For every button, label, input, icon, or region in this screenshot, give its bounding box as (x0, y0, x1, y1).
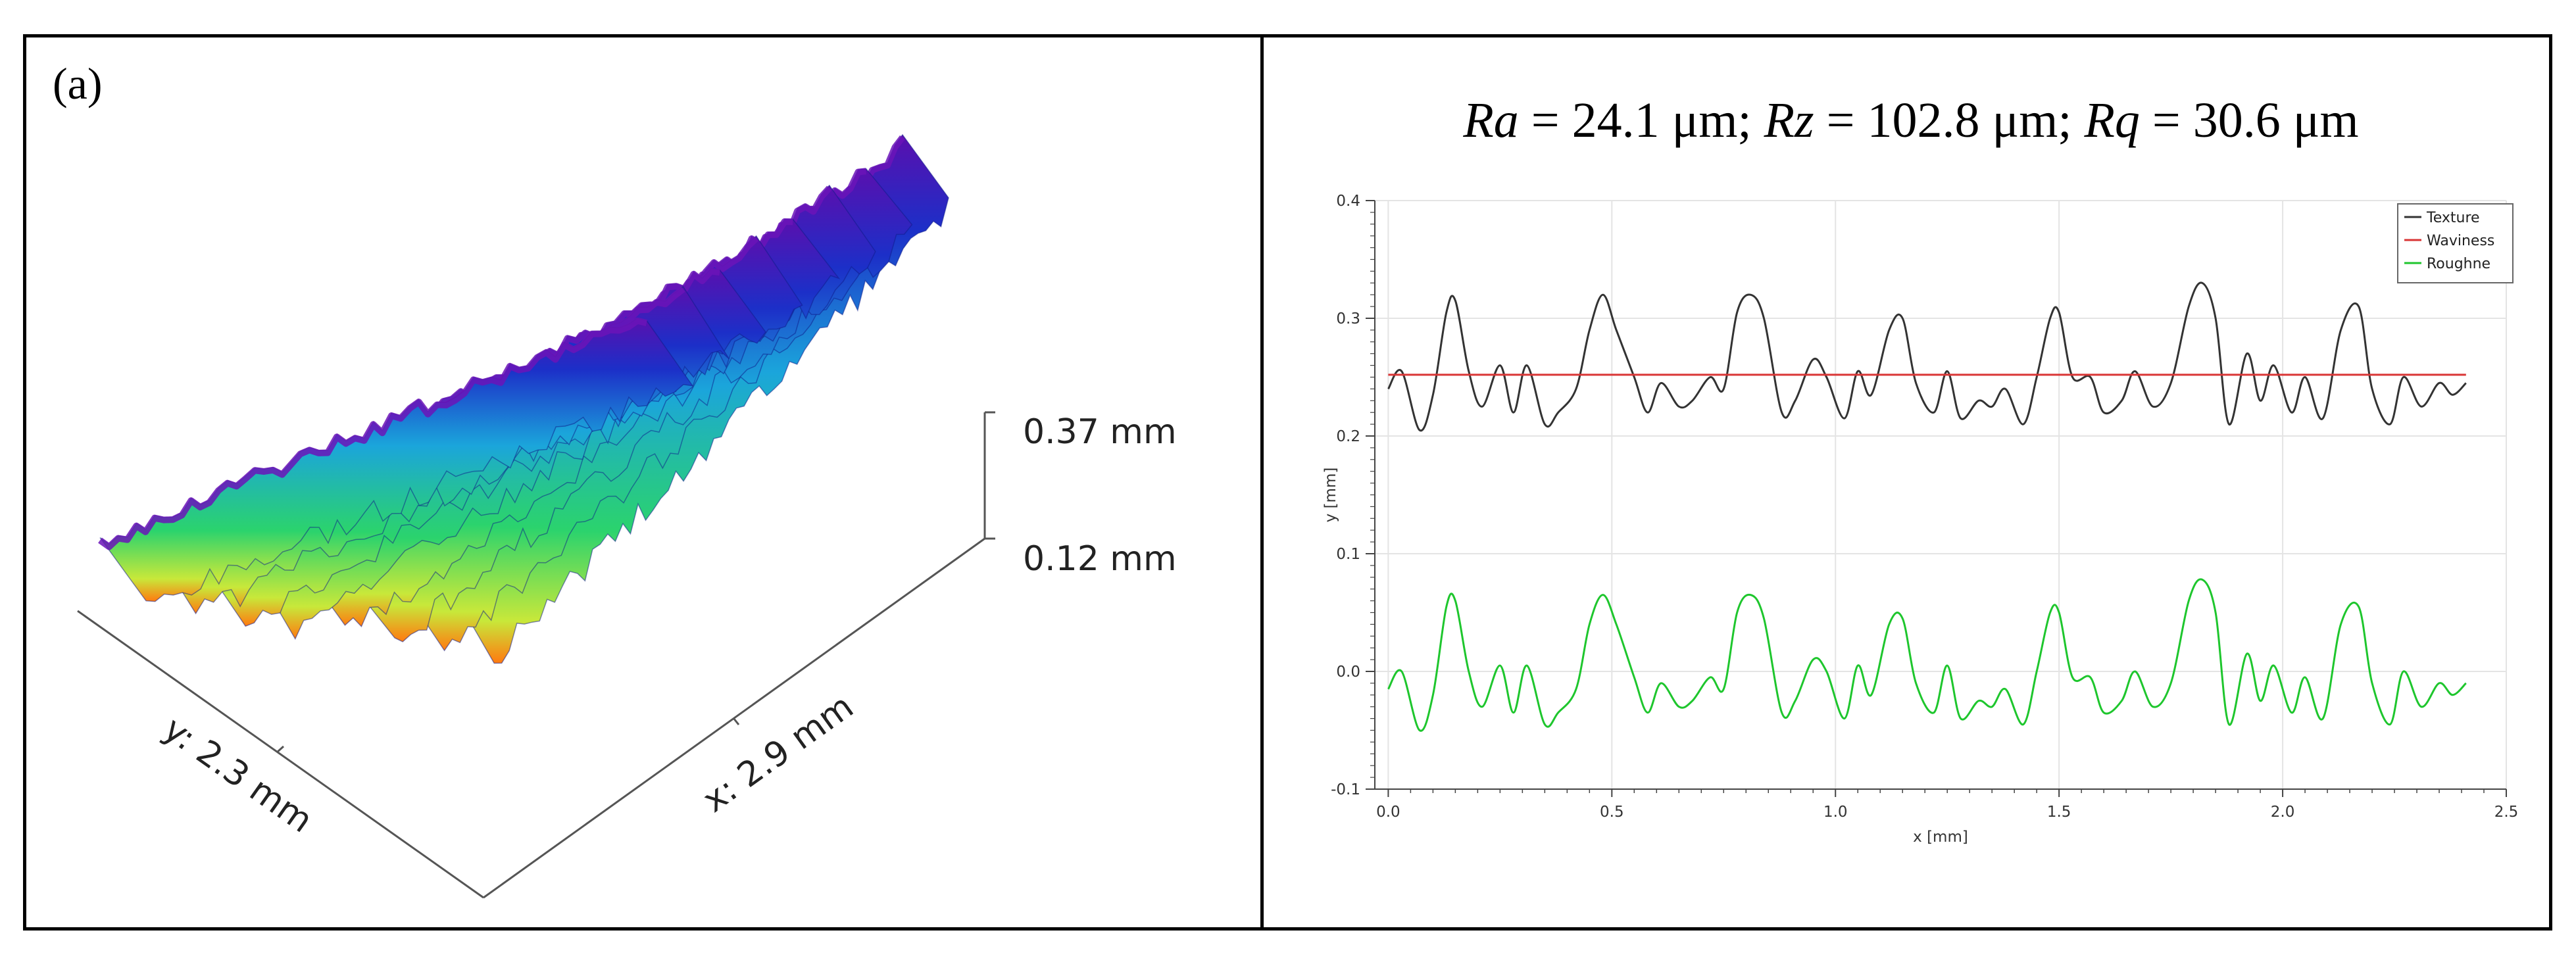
y-tick-label: 0.2 (1336, 428, 1360, 445)
legend-label: Waviness (2427, 233, 2494, 249)
y-tick-label: -0.1 (1331, 781, 1360, 798)
figure-frame (23, 34, 2552, 931)
chart-legend: Texture Waviness Roughne (2397, 203, 2514, 283)
surface-3d-plot: y: 2.3 mm x: 2.9 mm 0.37 mm 0.12 mm (77, 133, 1177, 899)
legend-label: Roughne (2427, 256, 2490, 272)
x-tick-label: 1.5 (2047, 804, 2071, 821)
z-max-label: 0.37 mm (1023, 412, 1177, 452)
chart-series (1387, 281, 2467, 732)
x-axis-label: x: 2.9 mm (696, 687, 861, 820)
y-tick-label: 0.3 (1336, 310, 1360, 327)
x-axis-tick (732, 717, 740, 725)
y-tick-label: 0.0 (1336, 664, 1360, 681)
series-texture-line (1387, 281, 2467, 432)
ra-symbol: Ra (1463, 93, 1519, 148)
z-min-label: 0.12 mm (1023, 539, 1177, 579)
plot-area (1375, 201, 2506, 789)
x-tick-label: 2.0 (2271, 804, 2295, 821)
x-tick-label: 1.0 (1823, 804, 1848, 821)
x-axis-label: x [mm] (1913, 829, 1968, 846)
surface-ridge-crest (98, 317, 648, 550)
surface-axes (77, 411, 995, 899)
y-axis-label: y: 2.3 mm (157, 710, 320, 841)
legend-label: Texture (2426, 210, 2480, 226)
y-axis-label: y [mm] (1322, 468, 1339, 523)
series-roughne-line (1387, 578, 2467, 732)
chart-axes: 0.0 0.5 1.0 1.5 2.0 2.5 -0.1 0.0 0.1 0.2 0.3 0.4 x [… (1322, 193, 2518, 846)
surface-ridges (98, 133, 949, 664)
rq-symbol: Rq (2084, 93, 2140, 148)
x-tick-label: 2.5 (2494, 804, 2519, 821)
y-tick-label: 0.4 (1336, 193, 1360, 210)
ra-value: = 24.1 μm; (1518, 93, 1764, 148)
rz-symbol: Rz (1764, 93, 1814, 148)
x-tick-label: 0.5 (1600, 804, 1624, 821)
chart-grid (1375, 200, 2507, 790)
y-axis-tick (276, 745, 285, 754)
x-tick-label: 0.0 (1376, 804, 1400, 821)
y-axis-line (77, 610, 484, 899)
panel-divider (1260, 34, 1264, 931)
roughness-title: Ra = 24.1 μm; Rz = 102.8 μm; Rq = 30.6 μ… (1270, 92, 2552, 149)
profile-chart: 0.0 0.5 1.0 1.5 2.0 2.5 -0.1 0.0 0.1 0.2 0.3 0.4 x [… (1322, 193, 2518, 846)
rq-value: = 30.6 μm (2139, 93, 2359, 148)
panel-label: (a) (53, 59, 103, 109)
rz-value: = 102.8 μm; (1814, 93, 2085, 148)
y-tick-label: 0.1 (1336, 546, 1360, 563)
